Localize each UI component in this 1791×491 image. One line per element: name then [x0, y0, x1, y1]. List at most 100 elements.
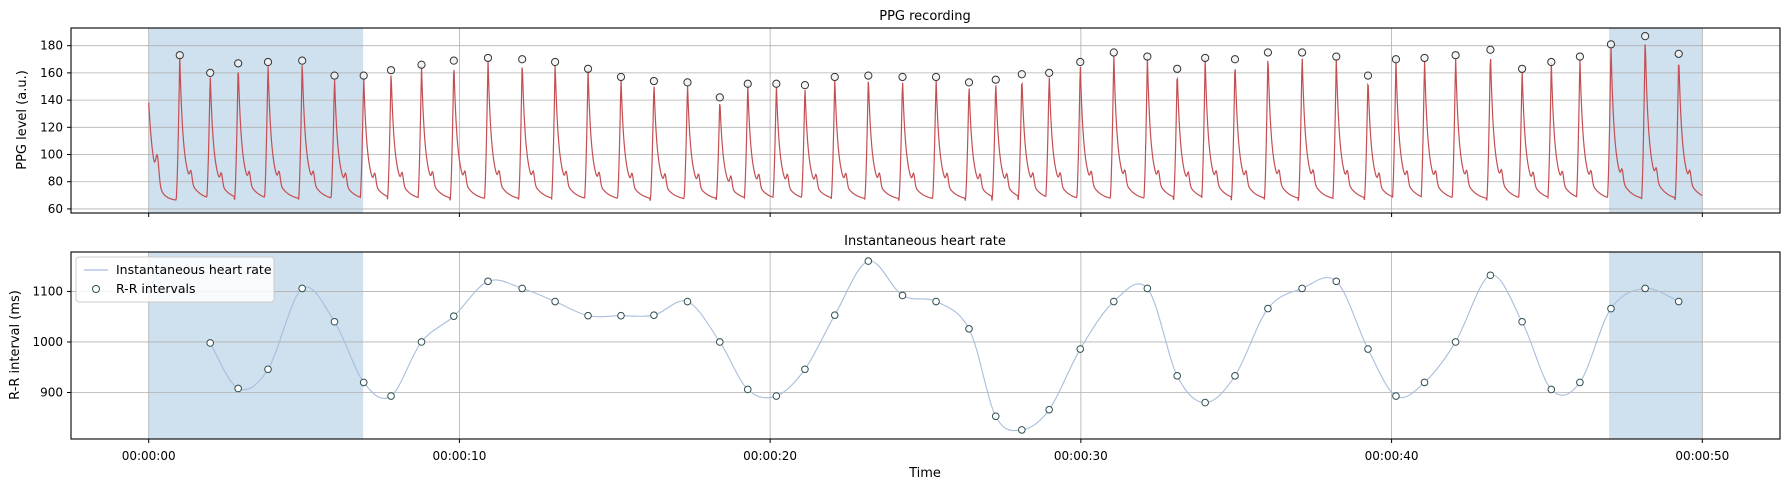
ppg-peak-marker [1674, 49, 1683, 58]
ppg-peak-marker [772, 79, 781, 88]
rr-interval-marker [1576, 378, 1584, 387]
rr-interval-marker [1110, 297, 1118, 306]
ppg-peak-marker [417, 60, 426, 69]
ppg-peak-marker [1143, 52, 1152, 61]
rr-interval-marker [650, 311, 658, 319]
ppg-y-tick-label: 80 [48, 175, 63, 189]
ppg-peak-marker [743, 79, 752, 88]
ppg-peak-marker [234, 59, 243, 68]
rr-interval-marker [484, 277, 492, 286]
rr-interval-marker [1201, 398, 1209, 407]
ppg-peak-marker [964, 78, 974, 87]
ppg-peak-marker [1391, 55, 1401, 64]
ppg-peak-marker [1547, 57, 1556, 67]
rr-interval-marker [1364, 345, 1372, 353]
ppg-peak-marker [175, 51, 184, 60]
rr-interval-marker [1547, 385, 1556, 394]
ppg-peak-marker [1045, 68, 1054, 77]
ppg-peak-marker [583, 64, 593, 73]
rr-interval-marker [298, 284, 306, 293]
ppg-peak-marker [330, 71, 339, 80]
hr-y-tick-label: 1000 [32, 335, 63, 349]
ppg-peak-marker [1201, 53, 1210, 63]
ppg-panel: 60 80 100 120 140 160 180 PPG recording PPG le… [15, 9, 1781, 217]
hr-x-tick-label: 00:00:00 [122, 449, 176, 463]
ppg-peak-marker [551, 57, 560, 67]
heart-rate-panel: 00:00:00 00:00:10 00:00:20 00:00:30 00:00:40… [8, 234, 1781, 481]
rr-interval-marker [991, 412, 1000, 421]
ppg-peak-marker [1263, 48, 1273, 57]
hr-x-tick-label: 00:00:10 [432, 449, 486, 463]
rr-interval-marker [551, 297, 559, 306]
rr-interval-marker [518, 284, 526, 293]
ppg-peak-marker [386, 66, 396, 75]
ppg-peak-marker [1517, 64, 1527, 73]
legend: Instantaneous heart rate R-R intervals [75, 256, 275, 303]
ppg-peak-marker [1420, 53, 1429, 63]
legend-label-rr-intervals: R-R intervals [116, 281, 196, 296]
rr-interval-marker [1231, 372, 1239, 380]
ppg-peak-marker [1451, 51, 1460, 60]
ppg-peak-marker [263, 57, 273, 67]
rr-interval-marker [1518, 317, 1526, 326]
ppg-axes-frame [70, 27, 1781, 214]
ppg-y-tick-label: 140 [40, 93, 63, 107]
ppg-peak-marker [898, 72, 907, 82]
ppg-peak-marker [1575, 52, 1584, 61]
ppg-peak-marker [206, 68, 215, 77]
ppg-peak-marker [518, 55, 527, 64]
ppg-peak-marker [1230, 55, 1240, 64]
rr-interval-marker [898, 291, 907, 300]
ppg-peak-marker [715, 93, 724, 102]
hr-x-tick-label: 00:00:40 [1365, 449, 1419, 463]
hr-y-tick-label: 900 [40, 386, 63, 400]
ppg-peak-marker [830, 72, 839, 82]
ppg-peak-marker [1363, 71, 1373, 80]
ppg-peak-marker [683, 78, 692, 87]
rr-interval-marker [965, 325, 973, 333]
ppg-y-axis-label: PPG level (a.u.) [15, 70, 30, 170]
rr-interval-marker [1143, 284, 1152, 293]
rr-interval-marker [617, 311, 625, 320]
rr-interval-marker [1076, 345, 1085, 353]
ppg-peak-marker [449, 56, 458, 65]
ppg-peak-marker [359, 71, 368, 80]
rr-interval-marker [1045, 405, 1053, 414]
ppg-y-tick-label: 160 [40, 66, 63, 80]
ppg-peak-marker [1486, 45, 1495, 54]
ppg-peak-marker [800, 81, 810, 90]
hr-title: Instantaneous heart rate [844, 234, 1006, 249]
rr-interval-marker [264, 365, 272, 374]
legend-box [75, 256, 275, 303]
hr-axes-frame [70, 251, 1781, 440]
rr-interval-marker [715, 338, 724, 346]
rr-interval-marker [1451, 338, 1460, 346]
rr-interval-marker [932, 297, 940, 306]
ppg-peak-marker [1332, 52, 1341, 61]
rr-interval-marker [1018, 426, 1026, 434]
ppg-peak-marker [991, 75, 1000, 84]
rr-interval-marker [830, 311, 839, 319]
ppg-peak-marker [1641, 32, 1650, 41]
ppg-peak-marker [1606, 40, 1616, 49]
ppg-shaded-region [148, 28, 364, 213]
legend-marker-swatch [92, 285, 100, 293]
rr-interval-marker [1392, 392, 1400, 400]
ppg-shaded-region [1609, 28, 1703, 213]
ppg-peak-marker [1298, 48, 1307, 57]
ppg-peak-marker [1109, 48, 1118, 57]
hr-x-tick-label: 00:00:30 [1054, 449, 1108, 463]
ppg-y-tick-label: 100 [40, 148, 63, 162]
ppg-signal-line [148, 44, 1703, 201]
rr-interval-marker [1607, 304, 1615, 313]
rr-interval-marker [387, 392, 395, 400]
heart-rate-line [209, 260, 1679, 432]
ppg-y-tick-label: 60 [48, 202, 63, 216]
rr-interval-marker [1298, 284, 1306, 293]
ppg-peak-marker [931, 72, 941, 82]
ppg-peak-marker [616, 72, 626, 82]
ppg-peak-marker [1173, 64, 1182, 73]
rr-interval-marker [1486, 271, 1495, 280]
hr-x-tick-label: 00:00:20 [743, 449, 797, 463]
